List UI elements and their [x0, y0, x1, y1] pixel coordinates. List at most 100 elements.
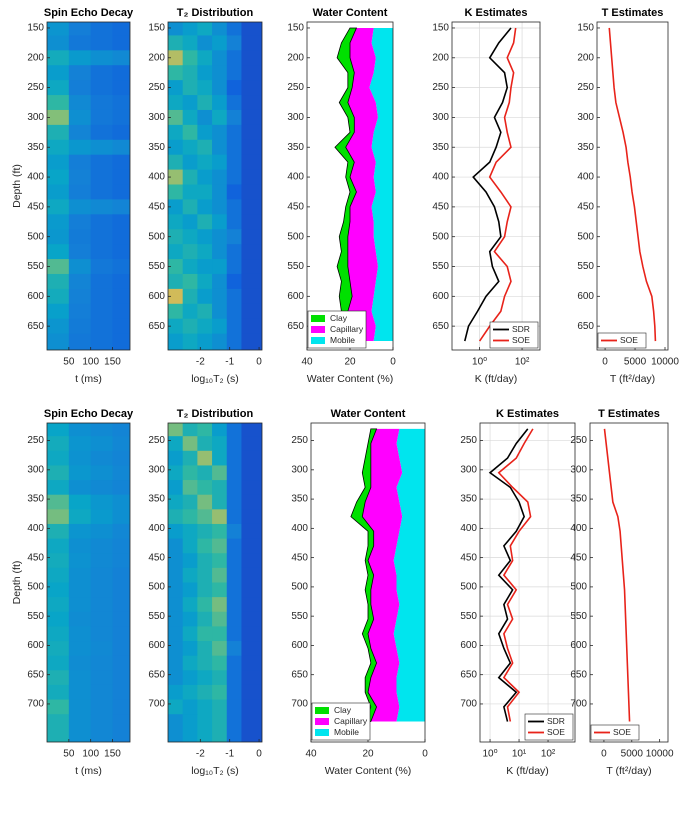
- heat-cell: [90, 288, 114, 305]
- heat-cell: [68, 318, 92, 335]
- heat-cell: [241, 199, 262, 215]
- y-tick-label: 200: [148, 52, 165, 63]
- heat-cell: [90, 641, 114, 657]
- legend-label: SOE: [620, 335, 638, 345]
- y-tick-label: 250: [27, 435, 44, 446]
- heat-cell: [168, 214, 184, 230]
- heat-cell: [168, 95, 184, 111]
- heat-cell: [68, 626, 92, 642]
- heat-cell: [212, 184, 228, 200]
- line: [464, 27, 512, 342]
- heat-cell: [241, 567, 262, 583]
- legend-label: SDR: [512, 324, 530, 334]
- heat-cell: [241, 494, 262, 510]
- heat-cell: [226, 244, 242, 260]
- x-tick-label: 50: [63, 749, 75, 760]
- heat-cell: [182, 611, 198, 627]
- heat-cell: [112, 465, 130, 481]
- heat-cell: [168, 169, 184, 186]
- panel: 250 300 350 400 450 500 550 600 650 700 50 100 150 Sp…: [11, 408, 134, 777]
- heat-cell: [182, 184, 198, 200]
- y-tick-label: 150: [432, 23, 449, 34]
- heat-cell: [182, 214, 198, 230]
- y-tick-label: 500: [577, 231, 594, 242]
- heat-cell: [90, 109, 114, 126]
- x-tick-label: 100: [82, 749, 99, 760]
- heat-cell: [68, 154, 92, 171]
- heat-cell: [197, 273, 213, 290]
- heat-cell: [182, 699, 198, 715]
- y-tick-label: 400: [291, 523, 308, 534]
- heat-cell: [47, 318, 70, 335]
- heat-cell: [182, 436, 198, 452]
- x-axis-label: log₁₀T₂ (s): [191, 765, 239, 777]
- heat-cell: [212, 670, 228, 686]
- heat-cell: [168, 509, 184, 525]
- heat-cell: [112, 699, 130, 715]
- heat-cell: [68, 288, 92, 305]
- heat-cell: [226, 139, 242, 156]
- heat-cell: [197, 50, 213, 66]
- heat-cell: [90, 244, 114, 260]
- area: [350, 428, 378, 722]
- heat-cell: [168, 480, 184, 496]
- heat-cell: [241, 597, 262, 613]
- heat-cell: [212, 611, 228, 627]
- heat-cell: [226, 273, 242, 290]
- heat-cell: [197, 538, 213, 554]
- heat-cell: [212, 273, 228, 290]
- heat-cell: [197, 169, 213, 186]
- x-tick-label: 40: [305, 749, 317, 760]
- heat-cell: [182, 22, 198, 36]
- heat-cell: [47, 436, 70, 452]
- heat-cell: [90, 303, 114, 320]
- heat-cell: [197, 597, 213, 613]
- heat-cell: [112, 423, 130, 437]
- heat-cell: [168, 611, 184, 627]
- heat-cell: [197, 684, 213, 701]
- heat-cell: [226, 684, 242, 701]
- heat-cell: [112, 333, 130, 350]
- heat-cell: [68, 538, 92, 554]
- y-tick-label: 300: [287, 112, 304, 123]
- heat-cell: [90, 318, 114, 335]
- heat-cell: [197, 229, 213, 245]
- heat-cell: [68, 465, 92, 481]
- heat-cell: [47, 50, 70, 66]
- heat-cell: [182, 65, 198, 81]
- heat-cell: [112, 611, 130, 627]
- heat-cell: [90, 480, 114, 496]
- heat-cell: [90, 597, 114, 613]
- area: [345, 27, 378, 342]
- heat-cell: [182, 169, 198, 186]
- y-tick-label: 300: [291, 464, 308, 475]
- y-tick-label: 450: [570, 552, 587, 563]
- y-tick-label: 350: [570, 494, 587, 505]
- heat-cell: [241, 184, 262, 200]
- heat-cell: [112, 450, 130, 466]
- heat-cell: [226, 655, 242, 671]
- heat-cell: [241, 65, 262, 81]
- heat-cell: [241, 229, 262, 245]
- y-tick-label: 200: [577, 52, 594, 63]
- heat-cell: [197, 523, 213, 540]
- heat-cell: [68, 139, 92, 156]
- y-tick-label: 650: [27, 321, 44, 332]
- heat-cell: [168, 244, 184, 260]
- heat-cell: [197, 199, 213, 215]
- y-tick-label: 600: [287, 291, 304, 302]
- legend: SOE: [590, 724, 640, 741]
- heat-cell: [226, 480, 242, 496]
- heat-cell: [226, 154, 242, 171]
- heat-cell: [197, 626, 213, 642]
- x-axis-label: T (ft²/day): [610, 373, 655, 385]
- axes-box: [46, 422, 131, 743]
- heat-cell: [90, 582, 114, 598]
- heat-cell: [68, 273, 92, 290]
- heat-cell: [47, 626, 70, 642]
- heat-cell: [168, 670, 184, 686]
- panel: 150 200 250 300 350 400 450 500 550 600 650 10⁰ 10² K…: [432, 7, 541, 385]
- line: [497, 428, 534, 722]
- heat-cell: [212, 684, 228, 701]
